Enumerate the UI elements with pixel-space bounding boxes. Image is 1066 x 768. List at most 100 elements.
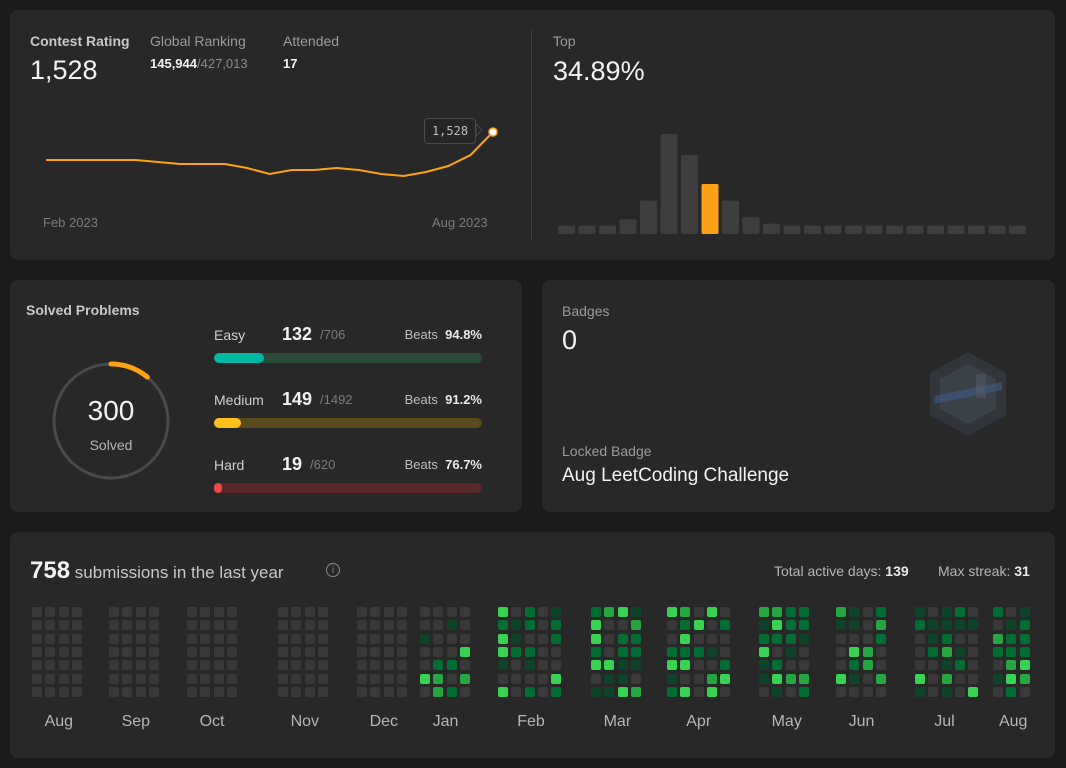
heatmap-cell[interactable] [630, 620, 641, 631]
heatmap-cell[interactable] [109, 660, 119, 671]
heatmap-cell[interactable] [537, 607, 548, 617]
heatmap-cell[interactable] [511, 607, 522, 617]
heatmap-cell[interactable] [551, 686, 562, 697]
heatmap-cell[interactable] [617, 646, 628, 657]
heatmap-cell[interactable] [357, 633, 367, 644]
heatmap-cell[interactable] [433, 607, 444, 617]
submission-heatmap[interactable]: Aug Sep Oct Nov Dec Jan Feb Mar Apr May Jun Jul Aug [10, 532, 1055, 758]
heatmap-cell[interactable] [304, 673, 315, 684]
heatmap-cell[interactable] [278, 660, 288, 671]
heatmap-cell[interactable] [357, 607, 367, 617]
heatmap-cell[interactable] [109, 673, 119, 684]
heatmap-cell[interactable] [396, 607, 407, 617]
heatmap-cell[interactable] [836, 633, 846, 644]
heatmap-cell[interactable] [667, 607, 677, 617]
heatmap-cell[interactable] [511, 686, 522, 697]
heatmap-cell[interactable] [148, 607, 159, 617]
heatmap-cell[interactable] [200, 673, 211, 684]
heatmap-cell[interactable] [1019, 620, 1030, 631]
heatmap-cell[interactable] [122, 673, 133, 684]
heatmap-cell[interactable] [370, 673, 381, 684]
heatmap-cell[interactable] [357, 660, 367, 671]
heatmap-cell[interactable] [396, 660, 407, 671]
heatmap-cell[interactable] [720, 646, 731, 657]
heatmap-cell[interactable] [720, 660, 731, 671]
heatmap-cell[interactable] [836, 620, 846, 631]
heatmap-cell[interactable] [667, 620, 677, 631]
heatmap-cell[interactable] [706, 633, 717, 644]
heatmap-cell[interactable] [1006, 607, 1017, 617]
heatmap-cell[interactable] [772, 646, 783, 657]
histogram-bar[interactable] [619, 219, 637, 234]
heatmap-cell[interactable] [954, 660, 965, 671]
heatmap-cell[interactable] [420, 646, 430, 657]
heatmap-cell[interactable] [200, 686, 211, 697]
heatmap-cell[interactable] [524, 686, 535, 697]
heatmap-cell[interactable] [862, 686, 873, 697]
histogram-bar[interactable] [558, 225, 575, 234]
heatmap-cell[interactable] [446, 646, 457, 657]
heatmap-cell[interactable] [772, 660, 783, 671]
heatmap-cell[interactable] [617, 686, 628, 697]
heatmap-cell[interactable] [968, 686, 979, 697]
heatmap-cell[interactable] [32, 607, 42, 617]
heatmap-cell[interactable] [706, 607, 717, 617]
heatmap-cell[interactable] [71, 607, 82, 617]
heatmap-cell[interactable] [1019, 660, 1030, 671]
heatmap-cell[interactable] [370, 633, 381, 644]
heatmap-cell[interactable] [849, 686, 860, 697]
heatmap-cell[interactable] [122, 660, 133, 671]
heatmap-cell[interactable] [396, 646, 407, 657]
heatmap-cell[interactable] [693, 620, 704, 631]
heatmap-cell[interactable] [954, 673, 965, 684]
heatmap-cell[interactable] [968, 607, 979, 617]
heatmap-cell[interactable] [524, 633, 535, 644]
heatmap-cell[interactable] [759, 607, 769, 617]
heatmap-cell[interactable] [720, 633, 731, 644]
heatmap-cell[interactable] [278, 673, 288, 684]
heatmap-cell[interactable] [524, 673, 535, 684]
heatmap-cell[interactable] [798, 633, 809, 644]
heatmap-cell[interactable] [396, 633, 407, 644]
heatmap-cell[interactable] [759, 673, 769, 684]
heatmap-cell[interactable] [32, 660, 42, 671]
heatmap-cell[interactable] [122, 620, 133, 631]
heatmap-cell[interactable] [433, 620, 444, 631]
heatmap-cell[interactable] [32, 620, 42, 631]
heatmap-cell[interactable] [304, 686, 315, 697]
histogram-bar[interactable] [886, 225, 903, 234]
heatmap-cell[interactable] [849, 673, 860, 684]
heatmap-cell[interactable] [537, 686, 548, 697]
heatmap-cell[interactable] [772, 607, 783, 617]
heatmap-cell[interactable] [291, 620, 302, 631]
heatmap-cell[interactable] [720, 607, 731, 617]
heatmap-cell[interactable] [785, 620, 796, 631]
ranking-histogram[interactable] [550, 120, 1040, 240]
histogram-bar[interactable] [722, 200, 739, 234]
heatmap-cell[interactable] [396, 620, 407, 631]
heatmap-cell[interactable] [1006, 660, 1017, 671]
heatmap-cell[interactable] [459, 633, 470, 644]
heatmap-cell[interactable] [109, 646, 119, 657]
heatmap-cell[interactable] [693, 686, 704, 697]
heatmap-cell[interactable] [954, 607, 965, 617]
heatmap-cell[interactable] [915, 660, 925, 671]
heatmap-cell[interactable] [630, 673, 641, 684]
heatmap-cell[interactable] [772, 673, 783, 684]
heatmap-cell[interactable] [693, 607, 704, 617]
heatmap-cell[interactable] [875, 660, 886, 671]
heatmap-cell[interactable] [187, 686, 197, 697]
heatmap-cell[interactable] [785, 686, 796, 697]
heatmap-cell[interactable] [836, 686, 846, 697]
heatmap-cell[interactable] [396, 686, 407, 697]
heatmap-cell[interactable] [551, 620, 562, 631]
heatmap-cell[interactable] [148, 633, 159, 644]
heatmap-cell[interactable] [446, 673, 457, 684]
heatmap-cell[interactable] [954, 620, 965, 631]
heatmap-cell[interactable] [630, 686, 641, 697]
heatmap-cell[interactable] [459, 673, 470, 684]
heatmap-cell[interactable] [383, 620, 394, 631]
heatmap-cell[interactable] [148, 686, 159, 697]
heatmap-cell[interactable] [680, 686, 691, 697]
heatmap-cell[interactable] [875, 620, 886, 631]
